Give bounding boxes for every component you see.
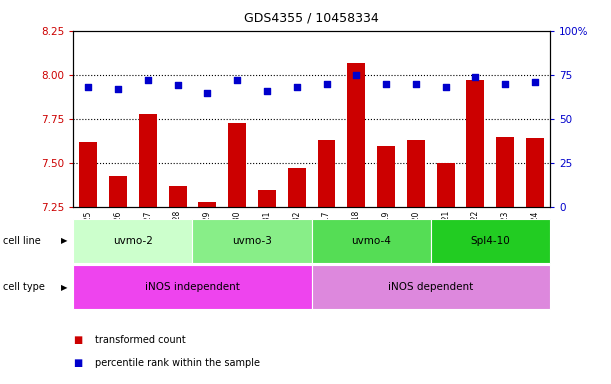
Bar <box>347 63 365 207</box>
Text: iNOS independent: iNOS independent <box>145 282 240 292</box>
Text: uvmo-3: uvmo-3 <box>232 236 272 246</box>
Bar <box>169 186 186 207</box>
Point <box>292 84 302 90</box>
Text: ■: ■ <box>73 358 82 368</box>
Bar <box>258 190 276 207</box>
Text: uvmo-2: uvmo-2 <box>113 236 153 246</box>
Point <box>411 81 421 87</box>
Bar <box>109 175 127 207</box>
Text: cell line: cell line <box>3 236 41 246</box>
Text: ▶: ▶ <box>61 237 67 245</box>
Point <box>500 81 510 87</box>
Text: uvmo-4: uvmo-4 <box>351 236 391 246</box>
Point <box>143 77 153 83</box>
Text: cell type: cell type <box>3 282 45 292</box>
Point <box>173 83 183 89</box>
Point <box>351 72 361 78</box>
Point <box>321 81 331 87</box>
Point <box>232 77 242 83</box>
Bar <box>496 137 514 207</box>
Text: transformed count: transformed count <box>95 335 186 345</box>
Point <box>441 84 450 90</box>
Bar <box>377 146 395 207</box>
Text: iNOS dependent: iNOS dependent <box>388 282 474 292</box>
Text: Spl4-10: Spl4-10 <box>470 236 510 246</box>
Bar <box>79 142 97 207</box>
Point <box>262 88 272 94</box>
Point <box>83 84 93 90</box>
Bar <box>318 140 335 207</box>
Text: ▶: ▶ <box>61 283 67 291</box>
Point <box>202 89 212 96</box>
Point <box>530 79 540 85</box>
Bar <box>437 163 455 207</box>
Bar <box>526 139 544 207</box>
Point <box>381 81 391 87</box>
Bar <box>199 202 216 207</box>
Bar <box>467 80 485 207</box>
Bar <box>229 122 246 207</box>
Bar <box>139 114 156 207</box>
Bar <box>407 140 425 207</box>
Text: ■: ■ <box>73 335 82 345</box>
Bar <box>288 169 306 207</box>
Point <box>470 74 480 80</box>
Text: GDS4355 / 10458334: GDS4355 / 10458334 <box>244 12 379 25</box>
Point <box>113 86 123 92</box>
Text: percentile rank within the sample: percentile rank within the sample <box>95 358 260 368</box>
